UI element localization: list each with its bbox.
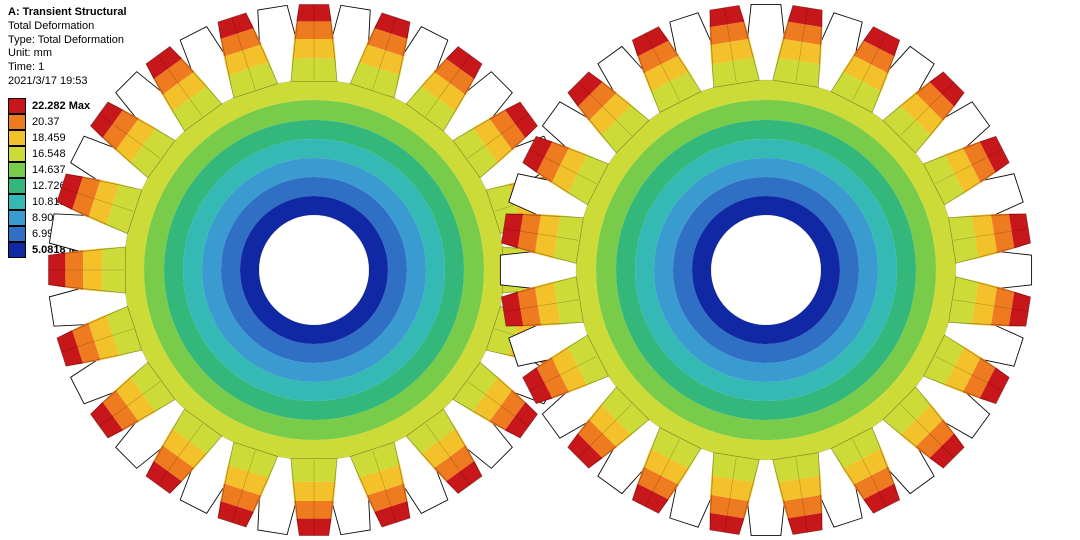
bore-hole <box>259 215 369 325</box>
deformation-contour-plot <box>0 0 1080 540</box>
bore-hole <box>711 215 821 325</box>
gear <box>500 4 1031 535</box>
